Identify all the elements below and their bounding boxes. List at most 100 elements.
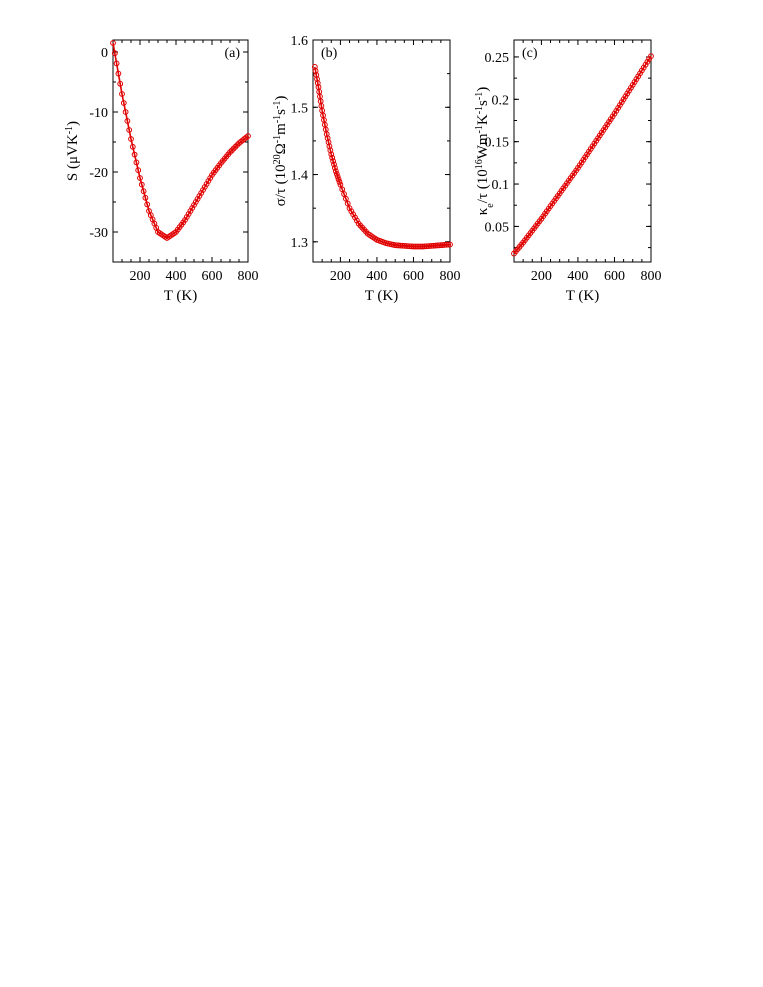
data-point [126,127,133,133]
data-point [419,243,426,250]
data-point [314,76,320,82]
x-axis-label: T (K) [365,288,398,304]
series-line [513,55,652,255]
data-point [245,133,251,139]
plot-frame [112,39,249,263]
data-point [332,168,339,175]
data-point [443,241,450,248]
data-point [618,99,625,106]
y-tick-label: 0.1 [492,178,510,193]
x-tick-label: 400 [567,269,588,284]
data-point [427,243,433,249]
data-point [408,243,415,250]
data-point [628,84,634,91]
data-point [113,60,120,67]
data-point [120,100,127,106]
data-point [405,243,411,250]
y-tick-label: 0.05 [485,220,510,235]
data-point [230,145,237,152]
data-point [423,243,430,250]
data-point [441,242,448,248]
data-point [629,82,636,88]
data-point [323,131,330,138]
data-point [194,196,201,202]
data-point [447,241,453,248]
x-tick-label: 400 [366,269,387,284]
data-point [203,181,210,187]
plot-frame [312,39,451,263]
x-tick-label: 800 [641,269,662,284]
data-point [331,161,337,168]
data-point [191,202,197,208]
data-point [311,64,318,70]
x-tick-label: 600 [202,269,223,284]
data-point [445,241,452,248]
y-tick-label: 1.6 [291,34,309,49]
data-point [138,181,145,188]
x-axis-label: T (K) [566,288,599,304]
panel-label: (a) [224,46,240,61]
data-point [633,76,640,83]
y-axis-label: σ/τ (1020Ω-1m-1s-1) [272,96,290,207]
data-point [339,186,346,193]
data-point [416,243,422,250]
data-point [395,242,402,249]
data-point [432,242,439,249]
data-point [131,151,138,158]
data-point [189,205,196,211]
data-point [201,184,208,190]
x-axis-label: T (K) [164,288,197,304]
y-tick-label: 1.5 [291,101,309,116]
data-point [326,143,333,150]
data-point [133,159,140,166]
data-point [334,173,341,180]
y-tick-label: 1.4 [291,169,309,184]
data-point [328,151,335,158]
data-point [140,188,147,195]
data-point [336,179,343,185]
data-point [436,242,442,249]
data-point [341,191,347,197]
data-point [117,80,124,87]
data-point [635,73,642,80]
y-tick-label: -10 [89,106,108,121]
y-tick-label: 0.15 [485,136,510,151]
data-point [329,154,336,161]
data-point [620,96,627,103]
data-point [617,102,623,108]
data-point [330,158,336,164]
y-axis-label: κe/τ (1016Wm-1K-1s-1) [474,87,496,216]
data-point [128,136,134,142]
data-point [437,242,444,249]
data-point [124,118,131,124]
data-point [615,105,622,111]
data-point [337,181,344,188]
x-tick-label: 800 [238,269,259,284]
panel-a: 200 400 600 800 0 -10 -20 -30 T (K) (a) S (μVK-1) [64,39,259,304]
data-point [207,175,214,181]
data-point [412,243,419,250]
data-point [234,142,241,148]
panel-b: 200 400 600 800 1.3 1.4 1.5 1.6 T (K) (b) σ/τ (102… [272,34,461,304]
data-point [327,147,334,154]
data-point [439,242,446,248]
y-axis-label: S (μVK-1) [64,121,82,181]
data-point [344,200,351,207]
data-point [314,80,321,86]
plot-frame [513,39,652,263]
series-line [112,42,249,239]
data-point [205,178,212,184]
data-point [397,242,404,249]
data-point [410,243,417,250]
panel-label: (c) [522,46,538,61]
panel-label: (b) [321,46,338,61]
data-point [644,58,651,65]
data-point [192,199,199,205]
x-tick-label: 600 [403,269,424,284]
data-point [414,243,421,250]
data-point [198,190,205,196]
data-point [637,70,643,77]
data-point [399,242,406,249]
data-point [392,242,399,249]
